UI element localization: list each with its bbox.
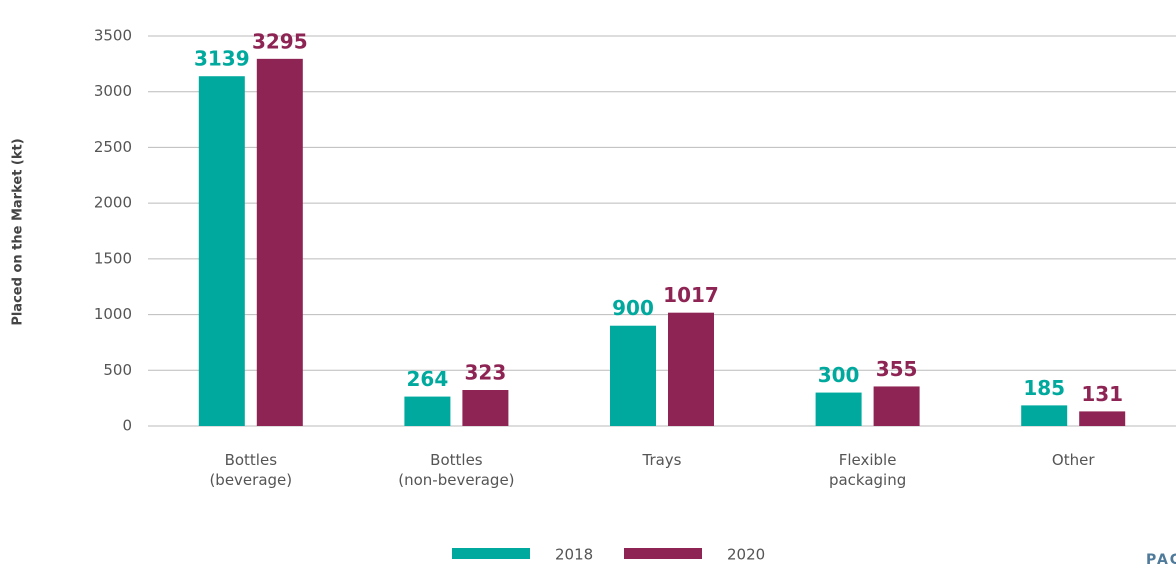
y-tick-label: 2000	[94, 194, 132, 212]
x-tick-label: Bottles (beverage)	[209, 451, 292, 489]
y-tick-label: 0	[122, 417, 132, 435]
bar	[610, 325, 656, 426]
legend-label: 2020	[727, 546, 765, 564]
x-tick-label: Bottles (non-beverage)	[398, 451, 514, 489]
value-label: 3139	[194, 47, 250, 71]
legend-swatch	[624, 548, 702, 559]
value-label: 264	[407, 367, 449, 391]
value-label: 300	[818, 363, 860, 387]
value-label: 900	[612, 296, 654, 320]
x-tick-label: Other	[1052, 451, 1095, 469]
value-label: 131	[1081, 382, 1123, 406]
bar	[462, 390, 509, 426]
bar	[404, 396, 451, 426]
page-annotation: PAGE	[1146, 552, 1176, 566]
y-tick-label: 1000	[94, 305, 132, 323]
y-axis-label: Placed on the Market (kt)	[11, 138, 26, 325]
y-tick-label: 2500	[94, 138, 132, 156]
bar	[198, 76, 245, 427]
x-tick-label: Flexible packaging	[829, 451, 906, 489]
value-label: 185	[1023, 376, 1065, 400]
bar	[1021, 405, 1068, 426]
bar	[1079, 411, 1126, 426]
y-tick-label: 3500	[94, 27, 132, 45]
y-tick-label: 1500	[94, 249, 132, 267]
legend-label: 2018	[555, 546, 593, 564]
value-label: 1017	[663, 283, 719, 307]
bar	[873, 386, 920, 426]
value-label: 323	[465, 361, 507, 385]
value-label: 3295	[252, 29, 308, 53]
value-label: 355	[876, 357, 918, 381]
y-tick-label: 500	[103, 361, 132, 379]
bar	[668, 312, 714, 426]
bar	[815, 392, 862, 426]
bar	[256, 58, 303, 426]
legend-swatch	[452, 548, 530, 559]
x-tick-label: Trays	[641, 451, 681, 469]
y-tick-label: 3000	[94, 82, 132, 100]
